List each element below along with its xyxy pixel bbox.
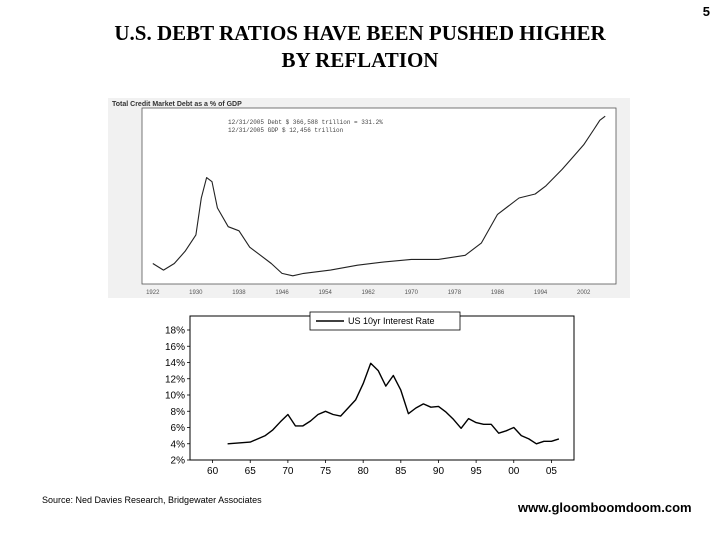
chart1-x-tick-label: 1962	[362, 290, 376, 296]
chart2-x-tick-label: 80	[358, 466, 370, 477]
chart2-y-tick-label: 6%	[171, 423, 186, 434]
chart1-annotation: 12/31/2005 Debt $ 366,588 trillion = 331…	[228, 119, 383, 126]
chart2-x-tick-label: 05	[546, 466, 558, 477]
chart2-x-tick-label: 95	[471, 466, 483, 477]
chart2-x-tick-label: 00	[508, 466, 520, 477]
chart2-x-tick-label: 65	[245, 466, 257, 477]
chart1-x-tick-label: 1986	[491, 290, 505, 296]
chart1-annotation: 12/31/2005 GDP $ 12,456 trillion	[228, 127, 344, 134]
chart2-y-tick-label: 14%	[165, 358, 185, 369]
chart2-x-tick-label: 70	[282, 466, 294, 477]
source-note: Source: Ned Davies Research, Bridgewater…	[42, 495, 262, 505]
slide-title: U.S. DEBT RATIOS HAVE BEEN PUSHED HIGHER…	[40, 20, 680, 74]
chart1-x-tick-label: 2002	[577, 290, 591, 296]
chart2-y-tick-label: 2%	[171, 456, 186, 467]
website-link[interactable]: www.gloomboomdoom.com	[518, 500, 692, 515]
chart1-x-tick-label: 1994	[534, 290, 548, 296]
chart1-x-tick-label: 1922	[146, 290, 160, 296]
chart1-x-tick-label: 1946	[275, 290, 289, 296]
debt-to-gdp-chart: Total Credit Market Debt as a % of GDP 12…	[108, 98, 630, 298]
chart2-y-tick-label: 4%	[171, 439, 186, 450]
chart2-plot-area	[189, 315, 575, 461]
interest-rate-line	[227, 362, 560, 445]
chart2-x-tick-label: 85	[395, 466, 407, 477]
interest-rate-chart-svg: US 10yr Interest Rate 2% 4% 6% 8% 10% 12% 14% 16…	[165, 311, 575, 477]
chart2-y-tick-label: 18%	[165, 326, 185, 337]
debt-to-gdp-chart-svg: Total Credit Market Debt as a % of GDP 12…	[108, 98, 630, 298]
slide-title-line1: U.S. DEBT RATIOS HAVE BEEN PUSHED HIGHER	[114, 21, 606, 45]
chart1-title: Total Credit Market Debt as a % of GDP	[112, 101, 242, 108]
chart1-plot-area	[141, 107, 617, 285]
chart2-x-tick-label: 60	[207, 466, 219, 477]
chart2-y-tick-label: 10%	[165, 391, 185, 402]
chart2-legend-box	[309, 311, 461, 331]
page-number: 5	[702, 4, 710, 19]
chart1-x-tick-label: 1970	[405, 290, 419, 296]
debt-to-gdp-line	[152, 115, 606, 277]
chart1-x-tick-label: 1938	[232, 290, 246, 296]
chart1-x-tick-label: 1978	[448, 290, 462, 296]
chart2-x-tick-label: 90	[433, 466, 445, 477]
chart2-y-tick-label: 16%	[165, 342, 185, 353]
chart2-y-tick-label: 8%	[171, 407, 186, 418]
chart1-x-tick-label: 1954	[318, 290, 332, 296]
chart2-legend-label: US 10yr Interest Rate	[348, 316, 435, 326]
interest-rate-chart: US 10yr Interest Rate 2% 4% 6% 8% 10% 12% 14% 16…	[160, 310, 584, 484]
slide-title-line2: BY REFLATION	[281, 48, 439, 72]
chart1-x-tick-label: 1930	[189, 290, 203, 296]
chart2-x-tick-label: 75	[320, 466, 332, 477]
chart2-y-tick-label: 12%	[165, 374, 185, 385]
